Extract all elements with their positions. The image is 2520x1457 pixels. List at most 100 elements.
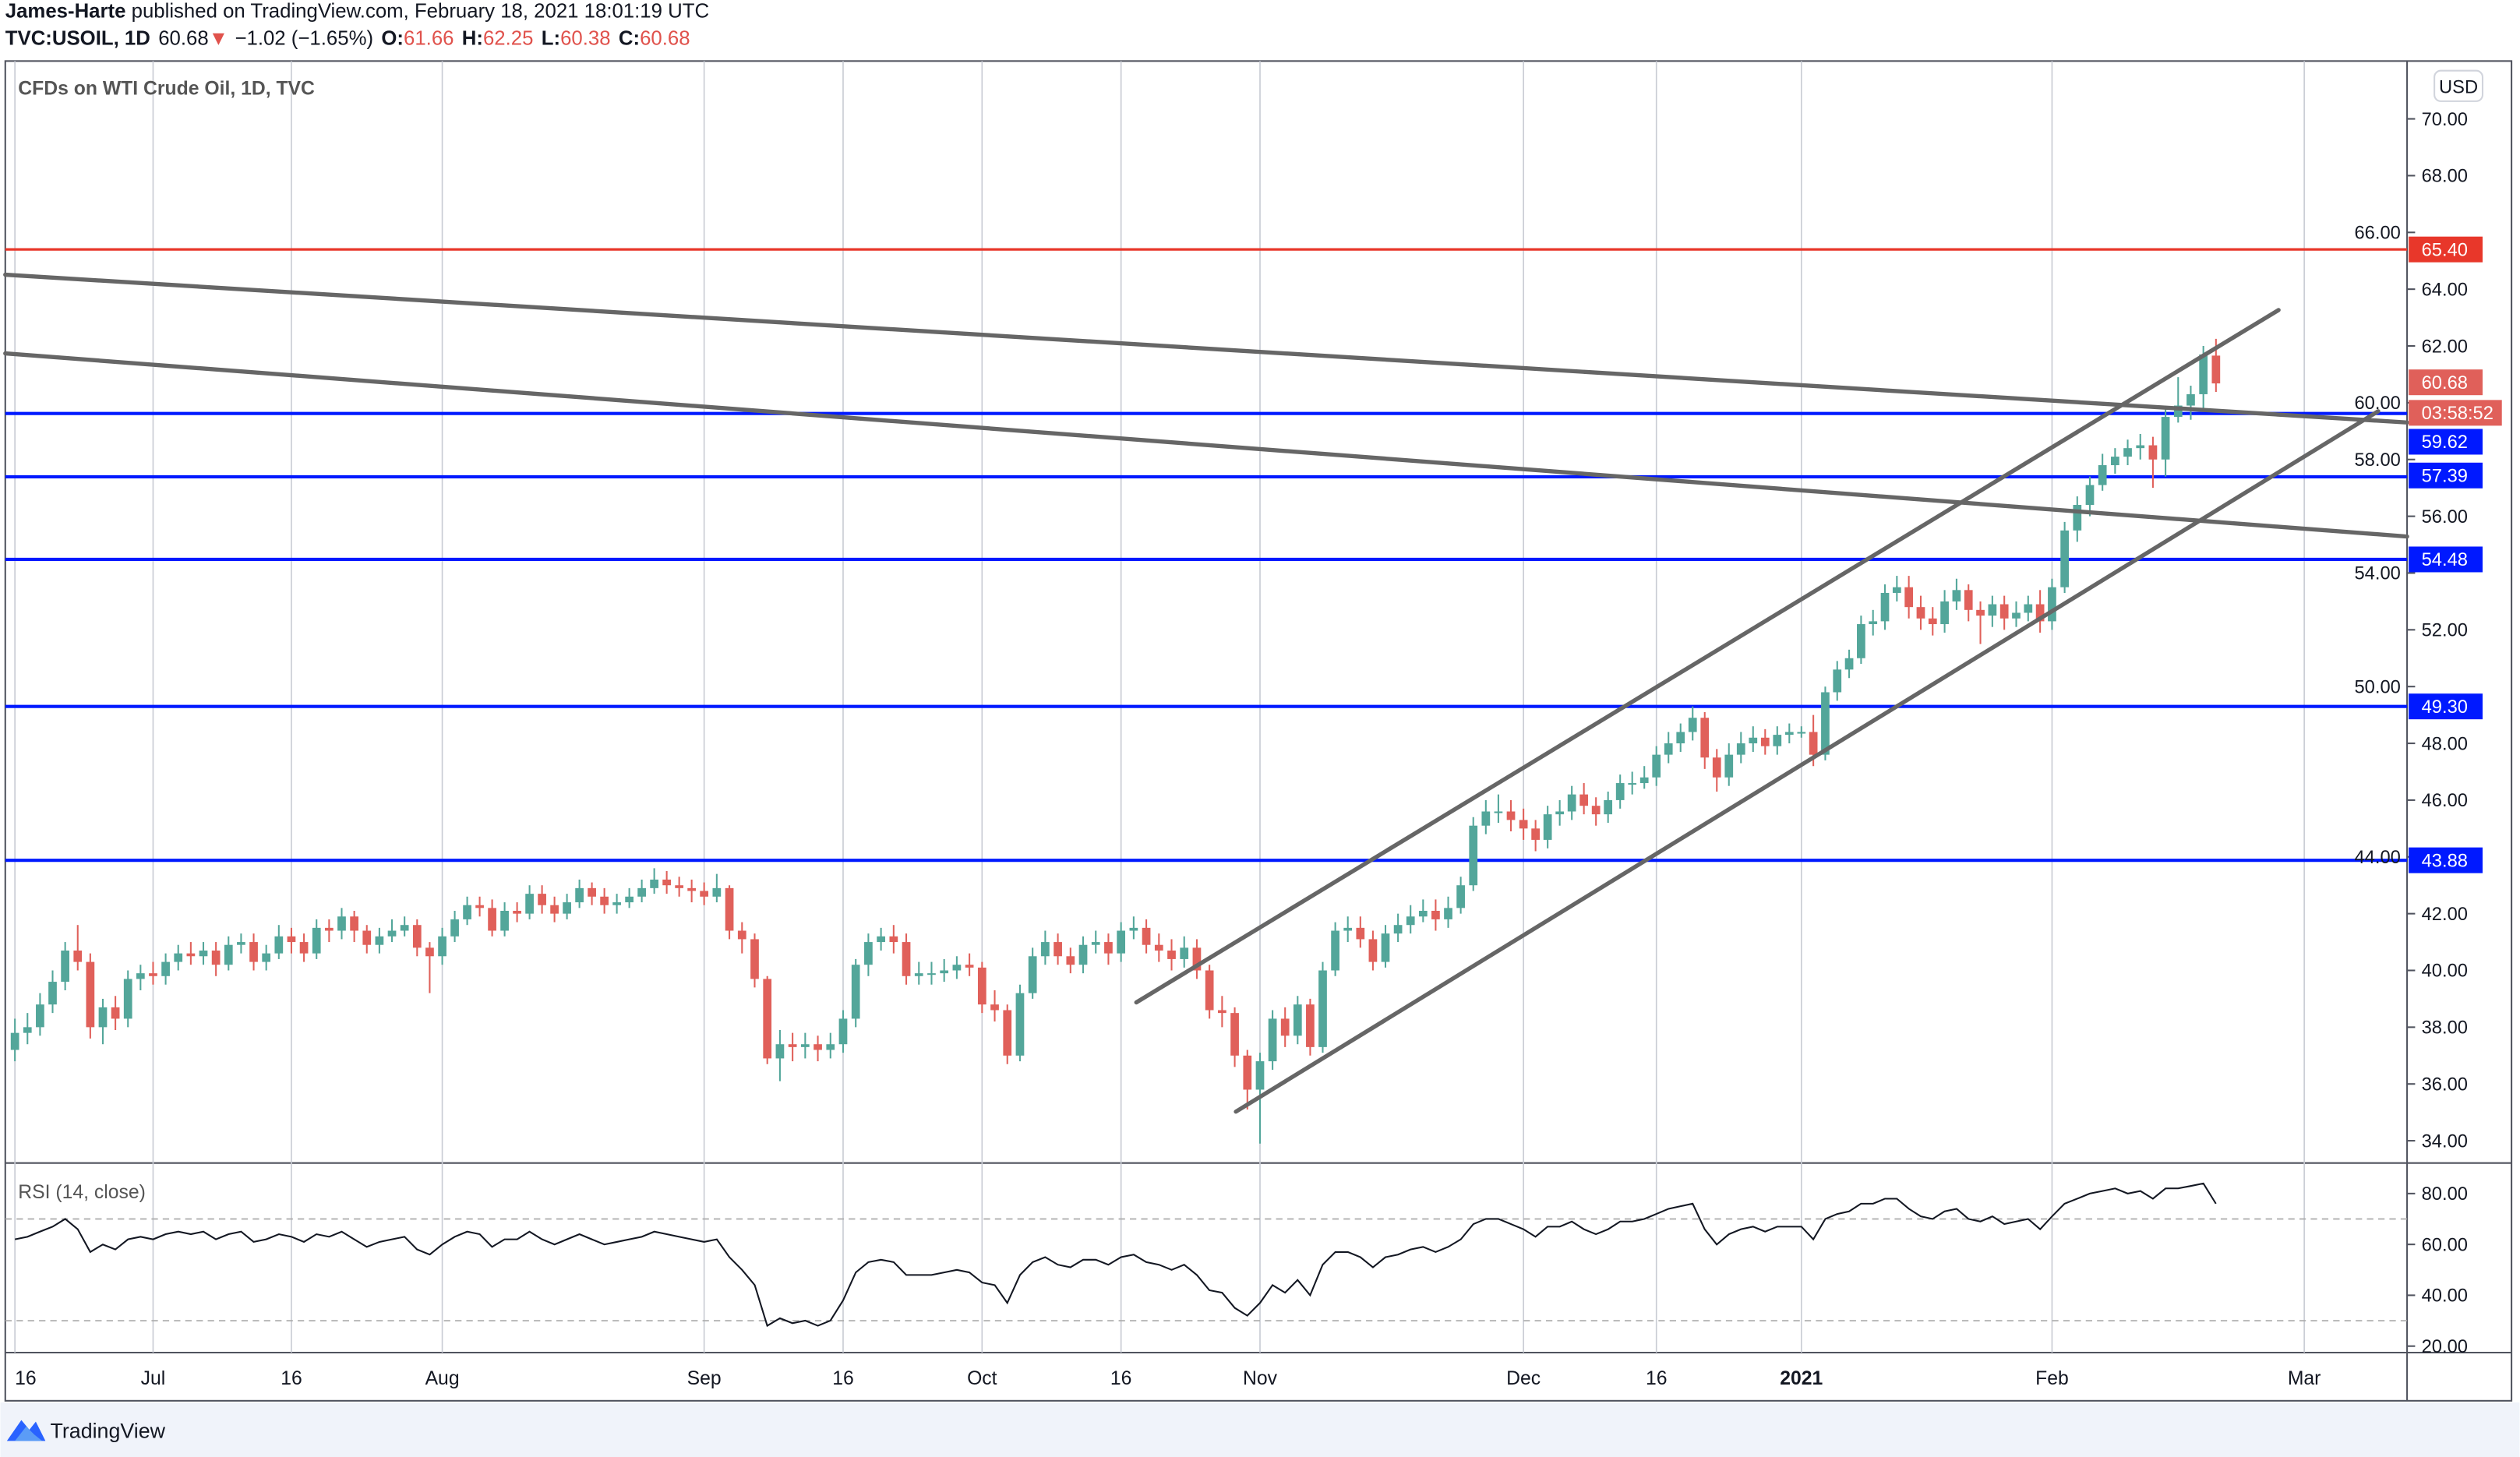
candle — [700, 882, 708, 905]
candle — [287, 927, 296, 954]
candle-body — [2211, 355, 2221, 384]
candle — [775, 1030, 785, 1081]
candle — [977, 961, 986, 1014]
candle-body — [1833, 669, 1842, 693]
candle-body — [1904, 587, 1914, 608]
candle-body — [274, 936, 284, 954]
candle-body — [1797, 732, 1806, 734]
candle-body — [600, 896, 609, 905]
candle-body — [1469, 825, 1478, 886]
candle — [1904, 576, 1914, 619]
candle-body — [1869, 621, 1878, 625]
price-tick-label: 54.00 — [2355, 564, 2401, 584]
candle — [2173, 377, 2183, 423]
candle-body — [712, 887, 722, 897]
level-badge-49-30-text: 49.30 — [2422, 697, 2468, 718]
candle — [914, 961, 923, 985]
candle — [2186, 386, 2195, 420]
price-badges: 65.40 60.68 03:58:52 59.62 57.39 54.48 49.30 43… — [2409, 236, 2502, 873]
time-tick-label: Sep — [687, 1368, 722, 1389]
candle — [675, 877, 683, 897]
candle-body — [1444, 908, 1452, 919]
candle-body — [262, 953, 271, 962]
candle — [1519, 808, 1528, 840]
time-axis[interactable]: 16 Jul 16 Aug Sep 16 Oct 16 Nov Dec 16 2021 Feb Mar — [15, 1368, 2321, 1389]
rsi-tick-label: 80.00 — [2422, 1184, 2468, 1205]
candle — [600, 887, 609, 914]
candle — [612, 894, 621, 914]
candle — [1892, 576, 1901, 601]
rsi-tick-label: 20.00 — [2422, 1337, 2468, 1357]
price-tick-label: 40.00 — [2422, 961, 2468, 982]
candle — [1066, 947, 1075, 974]
candle-body — [1749, 737, 1758, 744]
candle-body — [538, 894, 546, 905]
candle-body — [1844, 658, 1854, 670]
candle — [1844, 649, 1854, 679]
trendline-lower-descending[interactable] — [3, 351, 2409, 539]
candle-body — [2111, 457, 2119, 466]
candle — [350, 910, 358, 943]
level-badge-43-88: 43.88 — [2409, 847, 2483, 873]
candle-body — [1041, 942, 1050, 957]
candle-body — [851, 965, 860, 1019]
time-tick-label: Nov — [1243, 1368, 1278, 1389]
candle — [1381, 925, 1390, 968]
candle-body — [2085, 485, 2095, 506]
footer-brand[interactable]: TradingView — [51, 1419, 166, 1442]
usd-button[interactable]: USD — [2434, 69, 2484, 102]
candle — [237, 933, 245, 954]
candle — [513, 902, 521, 923]
candle-body — [1142, 927, 1151, 945]
candle — [211, 942, 221, 976]
candle-body — [1268, 1018, 1277, 1062]
level-badge-65-40: 65.40 — [2409, 236, 2483, 263]
candle — [1356, 916, 1365, 948]
candle — [563, 894, 571, 919]
candle-body — [2048, 587, 2056, 622]
candle — [1531, 820, 1540, 852]
candle — [1952, 578, 1961, 610]
open-label: O: — [381, 28, 404, 50]
candle-body — [525, 894, 534, 914]
price-tick-label: 62.00 — [2422, 337, 2468, 357]
candle — [1579, 783, 1589, 815]
time-tick-label: 16 — [15, 1368, 37, 1389]
candle — [1724, 743, 1734, 786]
symbol-name: TVC:USOIL, 1D — [5, 28, 150, 50]
candle — [1615, 774, 1625, 809]
candle-body — [2073, 505, 2082, 531]
candle-body — [412, 925, 422, 948]
candle — [2024, 595, 2033, 622]
price-tick-label: 66.00 — [2355, 224, 2401, 244]
author-name[interactable]: James-Harte — [5, 1, 126, 23]
candle — [1976, 601, 1985, 644]
candle-body — [838, 1018, 848, 1045]
candle — [1940, 590, 1949, 633]
candle-body — [1892, 587, 1901, 593]
channel-lower-line[interactable] — [1234, 409, 2381, 1114]
price-tick-label: 46.00 — [2422, 791, 2468, 811]
candle-body — [324, 927, 334, 931]
candle — [800, 1032, 810, 1059]
candle — [1431, 899, 1440, 931]
candle — [2085, 476, 2095, 517]
price-axis[interactable]: 70.00 68.00 66.00 64.00 62.00 60.00 58.00 56.00… — [2355, 110, 2468, 1152]
candle — [650, 868, 658, 894]
close-label: C: — [619, 28, 640, 50]
symbol-info: TVC:USOIL, 1D 60.68▼ −1.02 (−1.65%) O:61.66… — [5, 28, 690, 50]
candle-body — [1418, 910, 1428, 917]
candle — [1712, 749, 1721, 792]
candle — [637, 879, 646, 903]
candle-body — [1809, 732, 1818, 755]
candle — [1988, 595, 1997, 627]
candle-body — [387, 930, 397, 937]
candle-body — [725, 887, 734, 931]
candle — [2035, 590, 2045, 633]
candle — [1142, 919, 1151, 954]
trendline-upper-descending[interactable] — [3, 272, 2409, 425]
channel-upper-line[interactable] — [1134, 308, 2281, 1005]
candle — [186, 942, 196, 965]
candle — [2111, 448, 2119, 474]
candle — [274, 925, 284, 959]
